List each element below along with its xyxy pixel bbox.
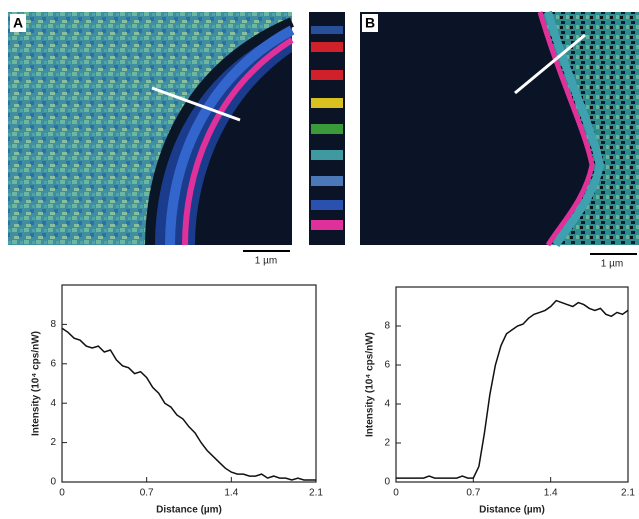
x-tick-label: 0: [59, 488, 65, 499]
line: [396, 299, 629, 479]
x-axis-label: Distance (µm): [156, 505, 222, 516]
y-tick-label: 2: [50, 437, 56, 448]
x-tick-label: 1.4: [224, 488, 238, 499]
y-tick-label: 2: [384, 438, 390, 449]
y-axis-label: Intensity (10⁴ cps/nW): [31, 331, 42, 436]
line: [61, 327, 316, 481]
color-bar: [309, 12, 345, 245]
y-tick-label: 6: [50, 358, 56, 369]
x-tick-label: 0.7: [466, 488, 480, 499]
x-tick-label: 0.7: [140, 488, 154, 499]
panel-label: A: [13, 15, 23, 31]
y-tick-label: 0: [384, 477, 390, 488]
y-tick-label: 0: [50, 477, 56, 488]
x-tick-label: 2.1: [621, 488, 635, 499]
x-axis-label: Distance (µm): [479, 505, 545, 516]
y-tick-label: 4: [50, 398, 56, 409]
x-tick-label: 1.4: [544, 488, 558, 499]
y-axis-label: Intensity (10⁴ cps/nW): [365, 332, 376, 437]
y-tick-label: 8: [50, 319, 56, 330]
x-tick-label: 2.1: [309, 488, 323, 499]
y-tick-label: 8: [384, 321, 390, 332]
y-tick-label: 4: [384, 399, 390, 410]
plot-frame: [61, 284, 317, 483]
image-b: B 1 µm: [360, 10, 639, 270]
image-a: A 1 µm: [8, 12, 295, 267]
y-tick-label: 6: [384, 360, 390, 371]
plot-frame: [395, 286, 629, 483]
panel-label: B: [365, 15, 375, 31]
scale-bar-label: 1 µm: [255, 256, 277, 267]
x-tick-label: 0: [393, 488, 399, 499]
scale-bar-label: 1 µm: [601, 259, 623, 270]
